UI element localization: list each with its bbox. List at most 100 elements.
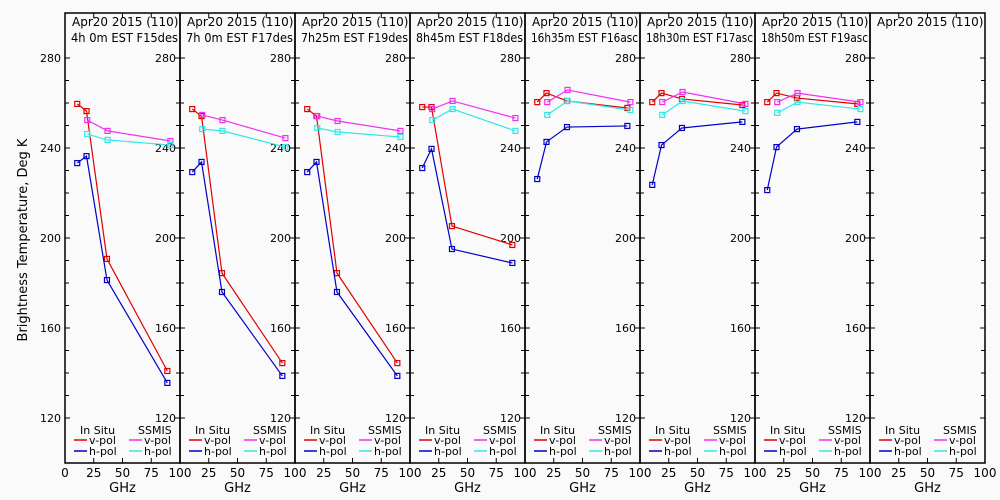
series-line-ssmis_h	[317, 127, 401, 138]
data-point-ssmis_h	[449, 105, 456, 113]
x-tick-label: 75	[834, 466, 849, 480]
legend-label: h-pol	[834, 445, 862, 458]
legend-label: h-pol	[894, 445, 922, 458]
data-point-ssmis_h	[659, 111, 666, 119]
data-point-insitu_h	[279, 372, 286, 380]
data-point-insitu_v	[543, 89, 550, 97]
x-tick-label: 25	[776, 466, 791, 480]
x-tick-label: 75	[144, 466, 159, 480]
legend-label: h-pol	[949, 445, 977, 458]
panel-title-time: 7h25m EST F19des	[301, 31, 408, 45]
data-point-insitu_v	[74, 100, 81, 108]
series-line-ssmis_v	[86, 119, 171, 142]
x-tick-label: 75	[374, 466, 389, 480]
data-point-ssmis_v	[397, 127, 404, 134]
panel-title-date: Apr20 2015 (110)	[762, 15, 868, 29]
data-point-ssmis_v	[334, 117, 341, 125]
legend-label: h-pol	[549, 445, 577, 458]
series-line-ssmis_h	[431, 108, 516, 132]
y-tick-label: 280	[385, 52, 406, 65]
series-line-ssmis_v	[661, 91, 746, 105]
legend-title-insitu: In Situ	[195, 424, 230, 437]
legend-title-insitu: In Situ	[885, 424, 920, 437]
data-point-insitu_v	[419, 103, 426, 111]
legend-title-insitu: In Situ	[310, 424, 345, 437]
x-tick-label: 50	[345, 466, 360, 480]
y-tick-label: 160	[500, 322, 521, 335]
data-point-insitu_h	[448, 245, 456, 253]
data-point-insitu_v	[773, 89, 780, 97]
series-line-insitu_h	[421, 147, 513, 264]
x-axis-label: GHz	[799, 481, 826, 496]
legend-title-insitu: In Situ	[655, 424, 690, 437]
x-tick-label: 75	[489, 466, 504, 480]
y-tick-label: 120	[615, 412, 636, 425]
data-point-insitu_h	[428, 145, 435, 152]
x-tick-label: 25	[431, 466, 446, 480]
panel-title-date: Apr20 2015 (110)	[532, 15, 638, 29]
series-line-ssmis_h	[202, 128, 286, 148]
data-point-ssmis_h	[199, 125, 206, 133]
panel-3: 120 160 200 240 280 25 50 75 100 GHz Apr20 2015 (1…	[294, 12, 421, 496]
panel-title-date: Apr20 2015 (110)	[72, 15, 178, 29]
data-point-insitu_h	[313, 158, 320, 166]
x-axis-label: GHz	[224, 481, 251, 496]
data-point-ssmis_v	[564, 86, 571, 94]
series-line-insitu_v	[76, 103, 168, 372]
x-tick-label: 50	[575, 466, 590, 480]
panel-6: 120 160 200 240 280 25 50 75 100 GHz Apr20 2015 (1…	[639, 12, 767, 496]
y-tick-label: 280	[845, 52, 866, 65]
panel-title-time: 8h45m EST F18des	[416, 31, 523, 45]
data-point-insitu_v	[509, 241, 516, 249]
legend-title-ssmis: SSMIS	[138, 424, 172, 437]
x-axis-label: GHz	[569, 481, 596, 496]
x-tick-label: 25	[86, 466, 101, 480]
y-tick-label: 280	[730, 52, 751, 65]
legend-title-ssmis: SSMIS	[253, 424, 287, 437]
data-point-insitu_h	[189, 168, 196, 176]
x-tick-label: 25	[661, 466, 676, 480]
series-line-ssmis_h	[661, 100, 746, 116]
panel-title-time: 18h50m EST F19asc	[761, 31, 868, 45]
x-tick-label: 50	[115, 466, 130, 480]
panel-8: 25 50 75 100 GHz Apr20 2015 (110) In Situ SSMIS…	[869, 12, 996, 496]
series-line-insitu_v	[306, 108, 398, 364]
legend-label: v-pol	[779, 434, 806, 447]
data-point-insitu_h	[764, 186, 771, 194]
data-point-ssmis_v	[167, 137, 174, 145]
series-line-insitu_v	[191, 108, 283, 364]
data-point-insitu_h	[74, 159, 81, 167]
data-point-insitu_v	[658, 89, 665, 97]
data-point-insitu_v	[279, 360, 286, 367]
data-point-insitu_h	[534, 175, 541, 183]
data-point-insitu_h	[394, 372, 401, 380]
y-tick-label: 160	[40, 322, 61, 335]
legend-label: h-pol	[89, 445, 117, 458]
y-tick-label: 120	[730, 412, 751, 425]
x-tick-label: 75	[949, 466, 964, 480]
legend-label: h-pol	[319, 445, 347, 458]
y-tick-label: 200	[155, 232, 176, 245]
data-point-ssmis_h	[564, 97, 571, 105]
legend-label: v-pol	[259, 434, 286, 447]
x-tick-label: 100	[169, 466, 192, 480]
legend-label: h-pol	[719, 445, 747, 458]
legend-label: h-pol	[259, 445, 287, 458]
data-point-ssmis_v	[199, 111, 206, 119]
legend-title-insitu: In Situ	[80, 424, 115, 437]
data-point-insitu_h	[793, 125, 801, 133]
y-tick-label: 200	[615, 232, 636, 245]
x-tick-label: 100	[744, 466, 767, 480]
legend-title-insitu: In Situ	[540, 424, 575, 437]
x-tick-label: 100	[514, 466, 537, 480]
legend-title-ssmis: SSMIS	[598, 424, 632, 437]
y-tick-label: 280	[270, 52, 291, 65]
y-tick-label: 240	[385, 142, 406, 155]
x-tick-label: 100	[629, 466, 652, 480]
legend-title-ssmis: SSMIS	[368, 424, 402, 437]
legend-label: v-pol	[204, 434, 231, 447]
data-point-ssmis_v	[512, 114, 519, 122]
